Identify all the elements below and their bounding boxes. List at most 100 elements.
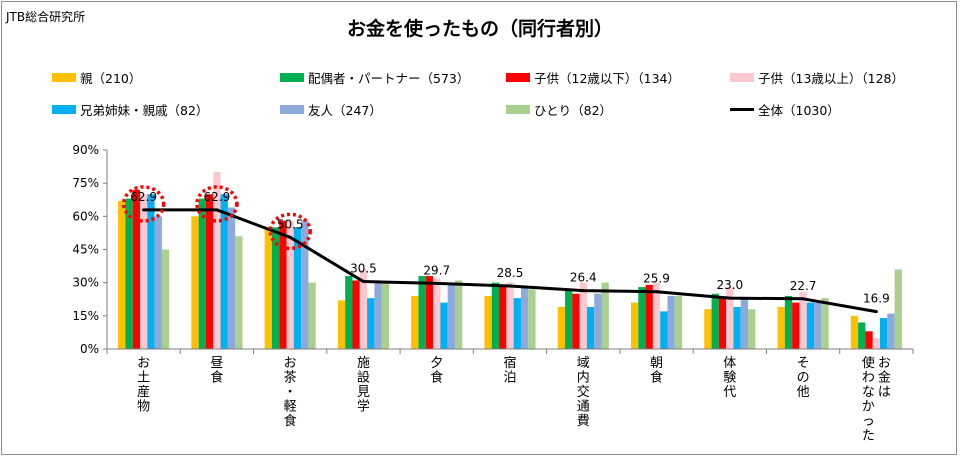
y-tick-label: 75% bbox=[72, 176, 99, 190]
overall-point bbox=[655, 290, 659, 294]
overall-point bbox=[581, 289, 585, 293]
bar bbox=[520, 287, 529, 349]
bar bbox=[814, 302, 822, 349]
bar bbox=[579, 282, 587, 349]
category-label-char: 体 bbox=[723, 356, 736, 371]
y-tick-label: 90% bbox=[72, 143, 99, 157]
bar bbox=[733, 306, 741, 349]
bar bbox=[711, 293, 719, 349]
chart-title: お金を使ったもの（同行者別） bbox=[346, 18, 613, 40]
bar bbox=[865, 331, 873, 349]
bar bbox=[491, 282, 500, 349]
category-label-char: 使 bbox=[862, 355, 875, 371]
bar bbox=[704, 309, 712, 349]
bar bbox=[213, 172, 221, 349]
legend-item-siblings: 兄弟姉妹・親戚（82） bbox=[52, 100, 208, 119]
overall-point bbox=[215, 208, 219, 212]
category-label-char: 産 bbox=[137, 384, 150, 400]
bar bbox=[359, 269, 368, 349]
bar bbox=[235, 236, 243, 349]
category-label-char: っ bbox=[862, 414, 875, 429]
bar bbox=[367, 298, 375, 349]
bar bbox=[557, 306, 566, 349]
data-label: 16.9 bbox=[863, 292, 890, 306]
category-label-char: 内 bbox=[577, 370, 590, 386]
source-label: JTB総合研究所 bbox=[6, 10, 86, 24]
bar bbox=[374, 280, 382, 349]
category-label-char: 食 bbox=[650, 370, 663, 386]
legend-swatch-friends bbox=[280, 105, 304, 114]
category-label-char: 見 bbox=[357, 385, 370, 400]
legend-label-friends: 友人（247） bbox=[308, 103, 382, 118]
bar bbox=[586, 306, 595, 349]
legend-swatch-child-13-over bbox=[730, 73, 754, 82]
category-label-char: 昼 bbox=[210, 356, 223, 371]
bar bbox=[352, 280, 360, 349]
category-label-char: 泊 bbox=[503, 371, 516, 386]
bar bbox=[484, 295, 492, 349]
legend-item-child-12-under: 子供（12歳以下）（134） bbox=[506, 68, 680, 87]
legend-swatch-parents bbox=[52, 73, 76, 82]
overall-point bbox=[288, 235, 292, 239]
category-label-char: 宿 bbox=[503, 355, 516, 371]
legend-item-spouse: 配偶者・パートナー（573） bbox=[280, 68, 469, 87]
bar bbox=[601, 282, 609, 349]
bar bbox=[286, 220, 294, 349]
bar bbox=[806, 302, 815, 349]
overall-point bbox=[874, 310, 878, 314]
data-label: 28.5 bbox=[497, 266, 524, 280]
y-tick-label: 45% bbox=[72, 243, 99, 257]
bar bbox=[792, 302, 800, 349]
data-label: 26.4 bbox=[570, 271, 597, 285]
overall-point bbox=[361, 280, 365, 284]
y-tick-label: 60% bbox=[72, 209, 99, 223]
category-label-char: た bbox=[862, 429, 875, 444]
bar bbox=[293, 227, 302, 349]
legend-swatch-child-12-under bbox=[506, 73, 530, 82]
overall-point bbox=[142, 208, 146, 212]
bar bbox=[454, 280, 463, 349]
category-label-char: ・ bbox=[284, 385, 297, 400]
category-label-char: そ bbox=[797, 356, 810, 371]
category-label-char: 交 bbox=[577, 384, 590, 400]
category-label-char: お bbox=[137, 356, 150, 371]
y-tick-label: 30% bbox=[72, 276, 99, 290]
category-label-char: 食 bbox=[210, 370, 223, 386]
category-label-char: 験 bbox=[723, 371, 736, 386]
category-label-char: 他 bbox=[797, 385, 810, 400]
overall-point bbox=[728, 296, 732, 300]
bar bbox=[674, 295, 683, 349]
bar bbox=[161, 249, 170, 349]
data-label: 30.5 bbox=[350, 262, 377, 276]
category-label-char: 金 bbox=[878, 370, 891, 386]
category-label-char: 朝 bbox=[650, 356, 663, 371]
bar bbox=[132, 189, 140, 349]
category-label-char: 通 bbox=[577, 400, 590, 415]
bar bbox=[645, 284, 653, 349]
bar bbox=[227, 207, 236, 349]
legend-line-overall bbox=[730, 108, 754, 111]
bar bbox=[279, 220, 287, 349]
bar bbox=[220, 194, 228, 349]
overall-point bbox=[801, 297, 805, 301]
bar bbox=[506, 282, 514, 349]
bar bbox=[198, 198, 206, 349]
bar bbox=[381, 282, 390, 349]
bar bbox=[301, 220, 309, 349]
y-tick-label: 0% bbox=[80, 342, 99, 356]
legend-swatch-spouse bbox=[280, 73, 304, 82]
bar bbox=[784, 295, 793, 349]
category-label-char: 土 bbox=[137, 371, 150, 386]
category-label-char: 代 bbox=[723, 385, 736, 400]
bar bbox=[821, 298, 829, 349]
legend-item-child-13-over: 子供（13歳以上）（128） bbox=[730, 68, 904, 87]
category-label-char: は bbox=[878, 385, 891, 400]
bar bbox=[740, 298, 749, 349]
bar bbox=[667, 295, 675, 349]
bar bbox=[139, 194, 148, 349]
bar bbox=[147, 194, 155, 349]
bar bbox=[337, 300, 346, 349]
bar bbox=[565, 289, 573, 349]
category-label-char: 物 bbox=[137, 400, 150, 415]
overall-point bbox=[508, 284, 512, 288]
